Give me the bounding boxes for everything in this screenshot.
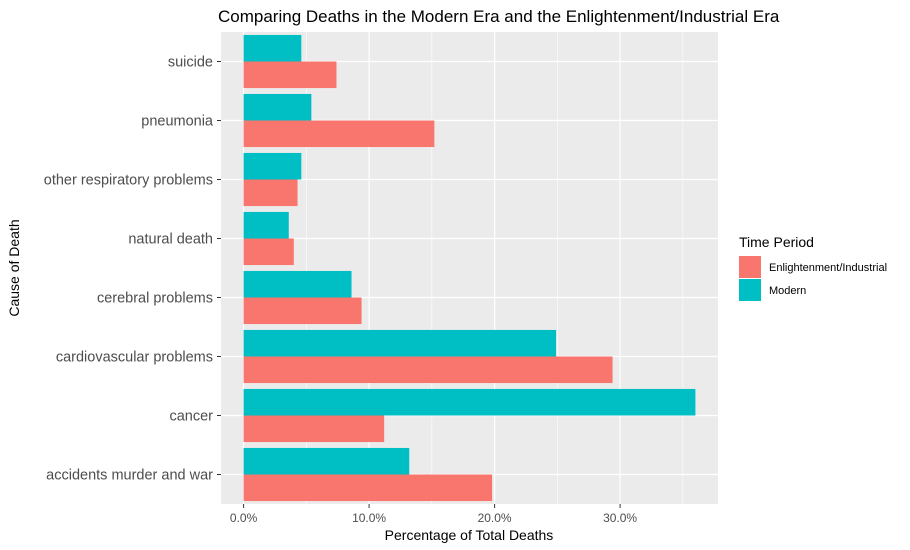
x-tick-label: 30.0% [603,511,637,525]
legend-key-modern [739,279,761,301]
bar-modern [243,388,696,416]
x-axis-title: Percentage of Total Deaths [385,527,554,543]
x-tick-label: 10.0% [352,511,386,525]
x-tick-label: 0.0% [230,511,258,525]
bar-modern [243,329,557,357]
bar-enlightenment [243,297,362,325]
x-tick-label: 20.0% [478,511,512,525]
bar-modern [243,152,302,180]
y-tick-label: pneumonia [141,114,214,130]
bar-modern [243,270,352,298]
bar-modern [243,211,289,239]
bar-enlightenment [243,356,613,384]
y-tick-label: accidents murder and war [46,468,213,484]
bar-modern [243,34,302,62]
bar-modern [243,447,410,475]
bar-enlightenment [243,415,385,443]
y-tick-label: suicide [168,55,213,71]
legend-label: Enlightenment/Industrial [769,262,887,274]
y-tick-label: cerebral problems [97,291,213,307]
y-tick-label: cancer [169,409,213,425]
bar-enlightenment [243,474,493,502]
y-tick-label: natural death [128,232,213,248]
bar-enlightenment [243,179,298,207]
y-tick-label: cardiovascular problems [56,350,213,366]
bar-modern [243,93,312,121]
legend-key-enlightenment [739,256,761,278]
bar-enlightenment [243,238,294,266]
legend-title: Time Period [739,234,814,250]
bar-enlightenment [243,61,337,89]
legend: Time Period Enlightenment/Industrial Mode… [739,234,887,301]
bar-enlightenment [243,120,435,148]
y-axis: accidents murder and war cancer cardiovasc… [44,55,221,484]
y-tick-label: other respiratory problems [44,173,213,189]
x-axis: 0.0% 10.0% 20.0% 30.0% [230,504,637,525]
bars [243,34,696,502]
y-axis-title: Cause of Death [6,219,22,316]
legend-label: Modern [769,285,806,297]
chart-title: Comparing Deaths in the Modern Era and t… [218,7,780,26]
